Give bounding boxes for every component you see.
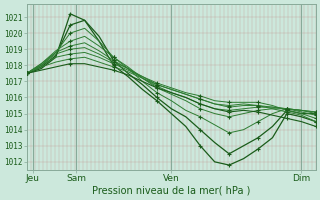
X-axis label: Pression niveau de la mer( hPa ): Pression niveau de la mer( hPa ) xyxy=(92,186,251,196)
